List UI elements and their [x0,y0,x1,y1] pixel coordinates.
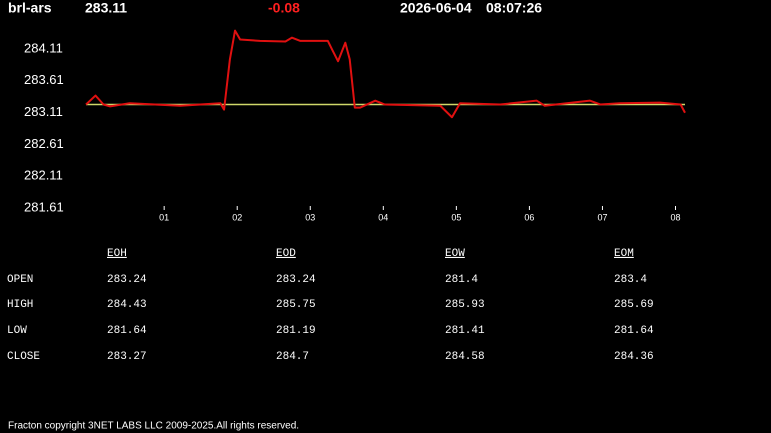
cell: 281.41 [445,325,485,337]
price-line [85,29,686,119]
date: 2026-06-04 [400,0,472,16]
x-tick-label: 05 [451,212,461,222]
x-tick-label: 02 [232,212,242,222]
x-tick-label: 01 [159,212,169,222]
cell: 281.19 [276,325,316,337]
x-tick-label: 07 [597,212,607,222]
cell: 281.64 [614,325,654,337]
time: 08:07:26 [486,0,542,16]
cell: 283.24 [276,274,316,286]
cell: 281.4 [445,274,478,286]
symbol: brl-ars [8,0,52,16]
cell: 285.69 [614,299,654,311]
y-tick-label: 282.61 [24,136,64,151]
price: 283.11 [85,0,127,16]
y-tick-label: 282.11 [24,168,63,183]
change: -0.08 [268,0,300,16]
row-label: LOW [7,325,27,337]
column-header: EOW [445,248,465,260]
y-tick-label: 283.11 [24,104,63,119]
x-tick-label: 06 [524,212,534,222]
cell: 285.93 [445,299,485,311]
row-label: OPEN [7,274,33,286]
cell: 283.24 [107,274,147,286]
cell: 284.58 [445,351,485,363]
cell: 284.43 [107,299,147,311]
cell: 283.27 [107,351,147,363]
cell: 284.7 [276,351,309,363]
cell: 285.75 [276,299,316,311]
column-header: EOM [614,248,634,260]
copyright: Fracton copyright 3NET LABS LLC 2009-202… [8,421,299,432]
x-tick-label: 03 [305,212,315,222]
column-header: EOH [107,248,127,260]
cell: 284.36 [614,351,654,363]
y-tick-label: 283.61 [24,72,64,87]
row-label: CLOSE [7,351,40,363]
cell: 283.4 [614,274,647,286]
x-tick-label: 08 [670,212,680,222]
column-header: EOD [276,248,296,260]
x-tick-label: 04 [378,212,388,222]
y-tick-label: 281.61 [24,199,64,214]
row-label: HIGH [7,299,33,311]
cell: 281.64 [107,325,147,337]
y-tick-label: 284.11 [24,40,63,55]
